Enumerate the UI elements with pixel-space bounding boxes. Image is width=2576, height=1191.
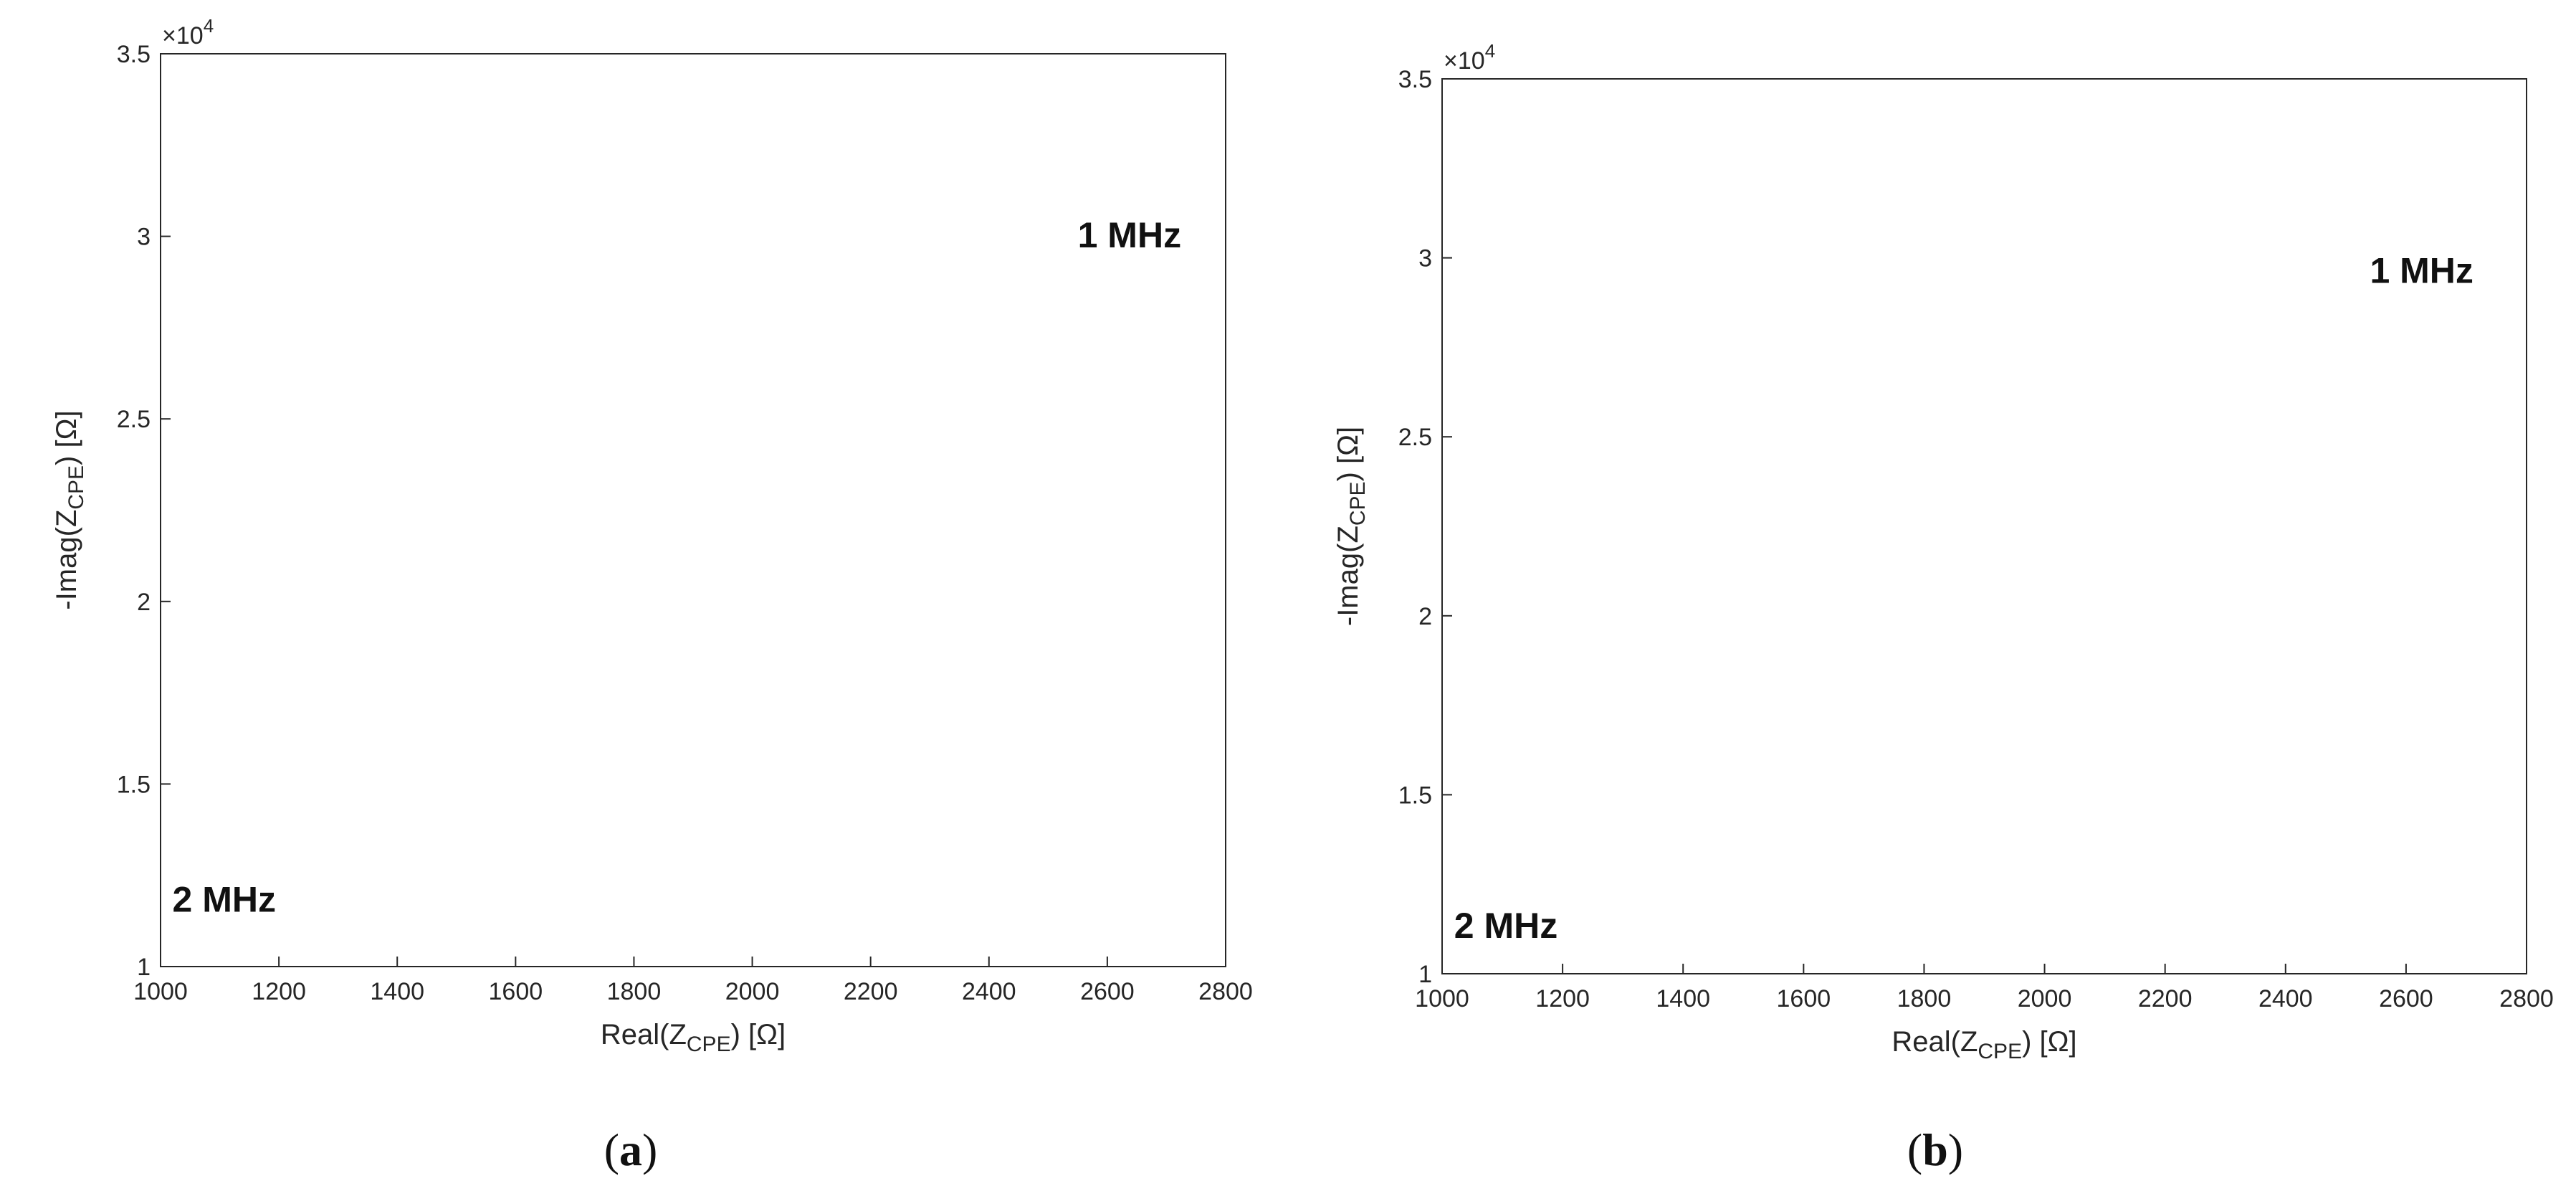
x-tick-label: 2200 [2138,985,2193,1012]
axes-frame [1441,78,2527,974]
panel-label: (a) [604,1124,658,1175]
x-tick-label: 1200 [1535,985,1590,1012]
x-tick-label: 2000 [2018,985,2072,1012]
x-tick-label: 1800 [607,978,662,1005]
annotation-1-mhz: 1 MHz [1078,215,1181,255]
y-tick-label: 1.5 [1398,782,1432,809]
y-multiplier-base: ×10 [162,22,204,49]
y-tick-label: 1 [1418,961,1432,988]
annotation-2-mhz: 2 MHz [173,880,276,920]
x-axis-label: Real(ZCPE) [Ω] [1892,1026,2076,1063]
x-tick-label: 1600 [1777,985,1831,1012]
y-tick-label: 2.5 [117,406,151,433]
y-tick-label: 3.5 [1398,66,1432,93]
x-tick-label: 1400 [370,978,424,1005]
y-tick-label: 2 [1418,603,1432,630]
x-tick-label: 1200 [252,978,306,1005]
y-tick-label: 3 [137,224,151,251]
x-tick-label: 2800 [2499,985,2554,1012]
x-tick-label: 1000 [133,978,188,1005]
y-tick-label: 3 [1418,245,1432,272]
y-tick-label: 3.5 [117,41,151,68]
y-multiplier-exponent: 4 [204,15,214,37]
x-axis-label: Real(ZCPE) [Ω] [601,1019,786,1056]
y-tick-label: 1 [137,954,151,981]
x-tick-label: 2200 [844,978,898,1005]
x-tick-label: 2000 [725,978,780,1005]
y-multiplier: ×104 [162,15,214,49]
x-tick-label: 2600 [2379,985,2433,1012]
y-tick-label: 2 [137,589,151,616]
x-tick-label: 2400 [962,978,1016,1005]
y-multiplier: ×104 [1444,40,1495,75]
x-tick-label: 2800 [1198,978,1253,1005]
panel-label: (b) [1907,1124,1963,1175]
x-tick-label: 1400 [1656,985,1710,1012]
y-axis-label: -Imag(ZCPE) [Ω] [1332,427,1370,626]
x-tick-label: 1000 [1415,985,1469,1012]
y-multiplier-base: ×10 [1444,47,1485,75]
annotation-2-mhz: 2 MHz [1454,906,1557,946]
chart-panel-a: 1000 1200 1400 1600 1800 2000 2200 2400 2600 2800… [51,15,1253,1175]
chart-panel-b: 1000 1200 1400 1600 1800 2000 2200 2400 2600 2800… [1332,40,2554,1175]
axes-frame [160,53,1226,967]
annotation-1-mhz: 1 MHz [2370,251,2473,291]
y-multiplier-exponent: 4 [1485,40,1495,62]
x-tick-label: 2400 [2258,985,2313,1012]
x-tick-label: 2600 [1080,978,1135,1005]
y-axis-label: -Imag(ZCPE) [Ω] [51,410,88,609]
x-tick-label: 1800 [1897,985,1952,1012]
y-tick-label: 1.5 [117,771,151,798]
y-tick-label: 2.5 [1398,424,1432,451]
x-tick-label: 1600 [489,978,543,1005]
